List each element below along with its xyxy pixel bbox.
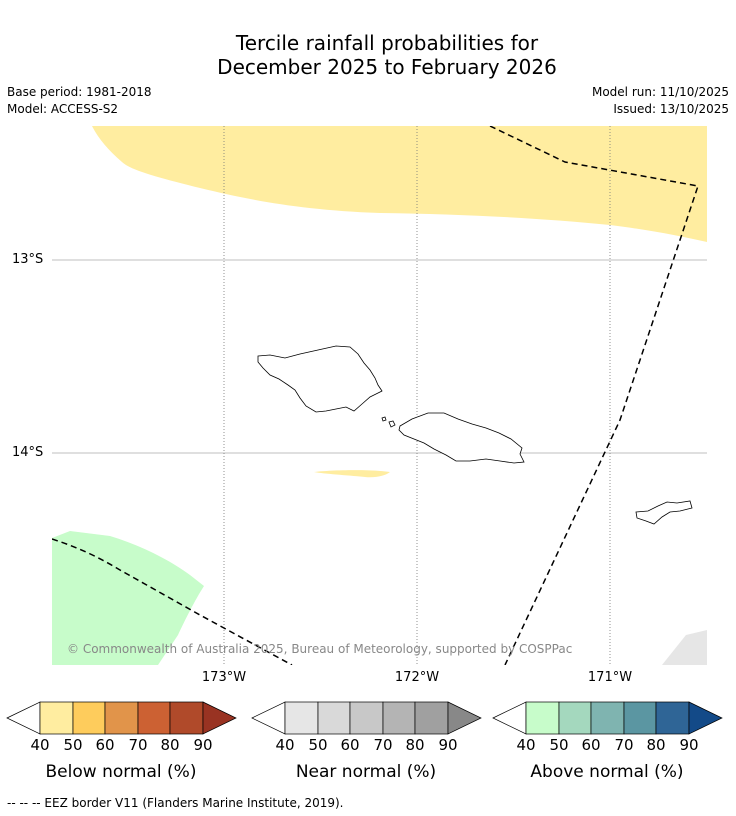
near-normal-region bbox=[662, 630, 707, 665]
colorbar-below-segment-60-70 bbox=[104, 701, 139, 735]
lat-label-14s: 14°S bbox=[12, 445, 44, 460]
map-title-line2: December 2025 to February 2026 bbox=[217, 55, 557, 79]
colorbar-below bbox=[6, 701, 237, 735]
colorbar-below-segment-50-60 bbox=[72, 701, 106, 735]
above-normal-region bbox=[52, 531, 204, 665]
below-normal-region-patch bbox=[314, 470, 390, 478]
colorbar-near-segment-70-80 bbox=[382, 701, 416, 735]
near-tick-50: 50 bbox=[308, 736, 328, 754]
map-title-line1: Tercile rainfall probabilities for bbox=[235, 31, 539, 55]
colorbar-below-segment-70-80 bbox=[137, 701, 171, 735]
above-tick-50: 50 bbox=[549, 736, 569, 754]
above-tick-90: 90 bbox=[679, 736, 699, 754]
colorbar-near-low-arrow bbox=[251, 701, 286, 735]
colorbar-above-label: Above normal (%) bbox=[530, 762, 684, 782]
colorbar-near bbox=[251, 701, 482, 735]
colorbar-near-segment-80-90 bbox=[414, 701, 449, 735]
colorbar-near-segment-40-50 bbox=[284, 701, 319, 735]
lon-label-172w: 172°W bbox=[394, 670, 440, 685]
model-name: Model: ACCESS-S2 bbox=[7, 102, 119, 116]
eez-border-east bbox=[489, 126, 699, 665]
near-tick-90: 90 bbox=[438, 736, 458, 754]
colorbar-near-segment-50-60 bbox=[317, 701, 351, 735]
issued-date: Issued: 13/10/2025 bbox=[613, 102, 729, 116]
near-tick-70: 70 bbox=[373, 736, 393, 754]
above-tick-60: 60 bbox=[581, 736, 601, 754]
colorbar-above-segment-50-60 bbox=[558, 701, 592, 735]
below-tick-90: 90 bbox=[193, 736, 213, 754]
colorbar-above bbox=[492, 701, 723, 735]
upolu-island bbox=[398, 412, 525, 464]
colorbar-above-segment-40-50 bbox=[525, 701, 560, 735]
above-tick-70: 70 bbox=[614, 736, 634, 754]
lon-label-171w: 171°W bbox=[587, 670, 633, 685]
colorbar-above-segment-80-90 bbox=[655, 701, 690, 735]
below-tick-60: 60 bbox=[95, 736, 115, 754]
colorbar-near-high-arrow bbox=[447, 701, 482, 735]
below-tick-40: 40 bbox=[30, 736, 50, 754]
colorbar-above-segment-60-70 bbox=[590, 701, 625, 735]
colorbar-below-label: Below normal (%) bbox=[45, 762, 197, 782]
tutuila-island bbox=[635, 500, 693, 525]
colorbar-below-segment-40-50 bbox=[39, 701, 74, 735]
copyright-credit: © Commonwealth of Australia 2025, Bureau… bbox=[67, 642, 573, 656]
manono-islet bbox=[388, 420, 396, 428]
colorbar-near-label: Near normal (%) bbox=[295, 762, 437, 782]
below-tick-50: 50 bbox=[63, 736, 83, 754]
lon-label-173w: 173°W bbox=[201, 670, 247, 685]
below-normal-region-north bbox=[92, 126, 707, 242]
savaii-island bbox=[257, 345, 383, 413]
colorbar-above-segment-70-80 bbox=[623, 701, 657, 735]
above-tick-80: 80 bbox=[646, 736, 666, 754]
colorbar-below-segment-80-90 bbox=[169, 701, 204, 735]
below-tick-80: 80 bbox=[160, 736, 180, 754]
near-tick-60: 60 bbox=[340, 736, 360, 754]
near-tick-80: 80 bbox=[405, 736, 425, 754]
apolima-islet bbox=[381, 416, 387, 422]
colorbar-below-low-arrow bbox=[6, 701, 41, 735]
colorbar-near-segment-60-70 bbox=[349, 701, 384, 735]
model-run-date: Model run: 11/10/2025 bbox=[591, 85, 729, 99]
near-tick-40: 40 bbox=[275, 736, 295, 754]
base-period: Base period: 1981-2018 bbox=[7, 85, 152, 99]
lat-label-13s: 13°S bbox=[12, 252, 44, 267]
colorbar-above-high-arrow bbox=[688, 701, 723, 735]
below-tick-70: 70 bbox=[128, 736, 148, 754]
colorbar-below-high-arrow bbox=[202, 701, 237, 735]
above-tick-40: 40 bbox=[516, 736, 536, 754]
eez-border-southwest bbox=[52, 538, 293, 665]
colorbar-above-low-arrow bbox=[492, 701, 527, 735]
eez-border-legend: -- -- -- EEZ border V11 (Flanders Marine… bbox=[7, 796, 344, 810]
